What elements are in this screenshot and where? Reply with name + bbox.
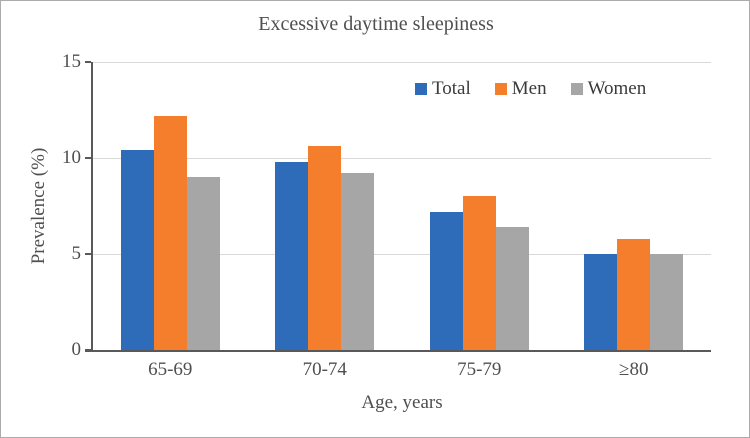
gridline-y-5 (93, 253, 711, 255)
bar-men-65-69 (153, 115, 187, 350)
bar-total-75-79 (429, 211, 463, 350)
x-axis-title: Age, years (361, 392, 443, 413)
y-tick-label-0: 0 (71, 339, 82, 360)
bar-women-75-79 (495, 227, 529, 350)
bar-women-≥80 (650, 254, 684, 350)
bar-total-≥80 (584, 254, 618, 350)
y-tick-15 (85, 61, 91, 63)
x-axis-line (85, 350, 711, 352)
legend: Total Men Women (415, 78, 646, 100)
legend-label-women: Women (587, 78, 647, 99)
chart-title: Excessive daytime sleepiness (258, 13, 494, 35)
legend-item-men: Men (494, 78, 547, 100)
bar-women-65-69 (186, 177, 220, 350)
y-tick-10 (85, 157, 91, 159)
y-tick-label-5: 5 (71, 243, 82, 264)
x-category-label-65-69: 65-69 (148, 359, 193, 380)
legend-swatch-total (415, 83, 427, 95)
bar-total-70-74 (275, 161, 309, 350)
bar-total-65-69 (120, 150, 154, 350)
bar-men-≥80 (617, 238, 651, 350)
y-axis-line (91, 62, 93, 352)
gridline-y-15 (93, 61, 711, 63)
bar-women-70-74 (341, 173, 375, 350)
legend-swatch-women (570, 83, 583, 95)
gridline-y-10 (93, 157, 711, 159)
y-tick-5 (85, 253, 91, 255)
y-tick-label-15: 15 (62, 51, 81, 72)
x-category-label-75-79: 75-79 (457, 359, 502, 380)
bar-men-70-74 (308, 146, 342, 350)
legend-item-women: Women (570, 78, 647, 100)
bar-men-75-79 (462, 196, 496, 350)
y-tick-0 (85, 349, 91, 351)
legend-label-total: Total (432, 78, 471, 99)
plot-area: 0 5 10 15 (62, 51, 711, 360)
x-category-label-≥80: ≥80 (619, 359, 649, 380)
legend-label-men: Men (511, 78, 547, 99)
y-tick-label-10: 10 (62, 147, 81, 168)
x-category-label-70-74: 70-74 (302, 359, 347, 380)
legend-swatch-men (494, 83, 507, 95)
legend-item-total: Total (415, 78, 471, 100)
